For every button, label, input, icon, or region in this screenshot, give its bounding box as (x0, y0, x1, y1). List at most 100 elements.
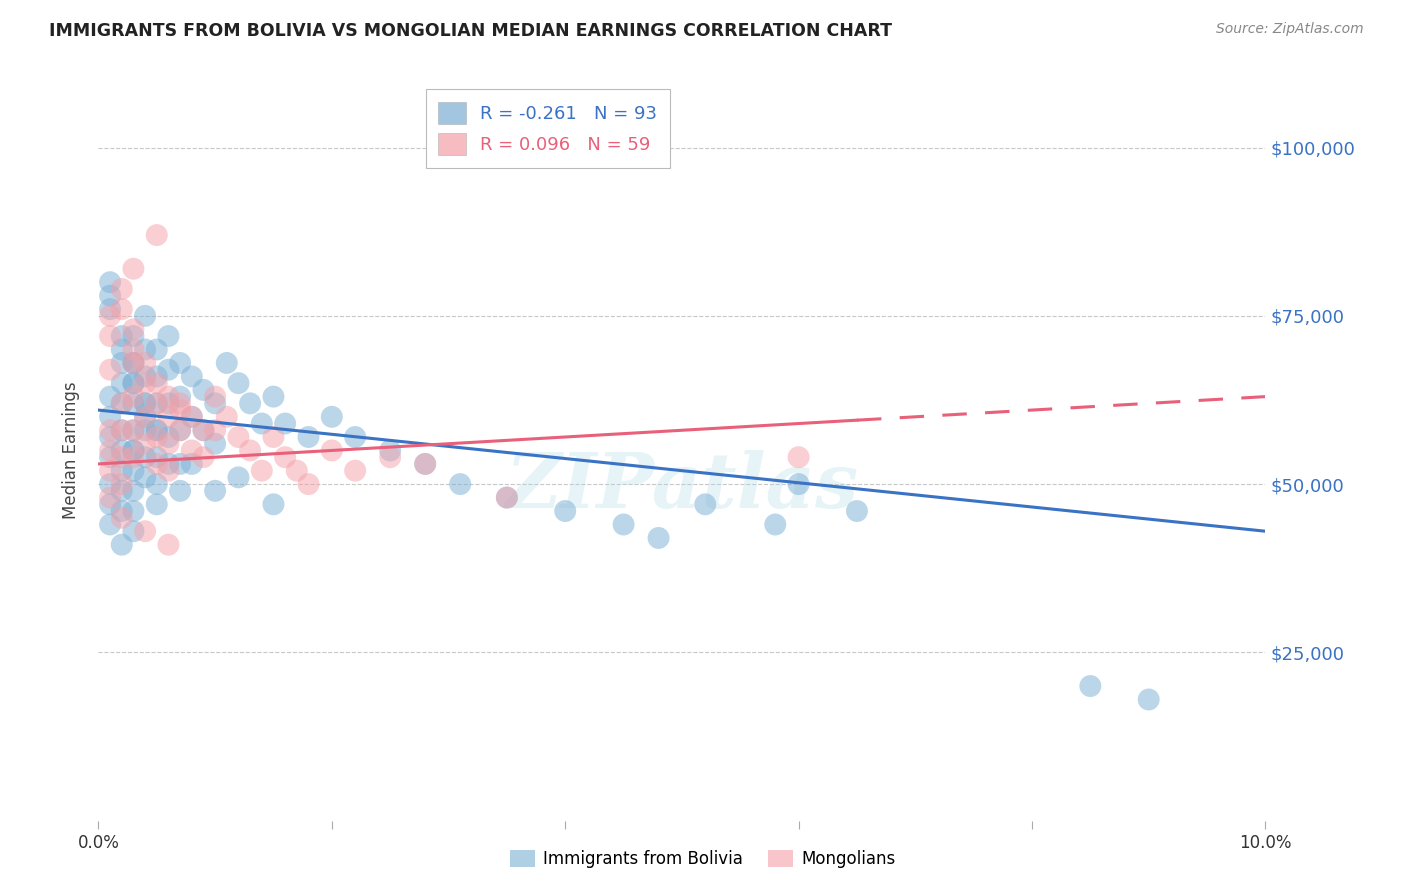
Immigrants from Bolivia (98, 275, 121, 289)
Immigrants from Bolivia (169, 457, 191, 471)
Mongolians (111, 477, 134, 491)
Immigrants from Bolivia (146, 396, 169, 410)
Immigrants from Bolivia (122, 443, 145, 458)
Immigrants from Bolivia (146, 369, 169, 384)
Mongolians (344, 464, 367, 478)
Immigrants from Bolivia (134, 396, 156, 410)
Immigrants from Bolivia (344, 430, 367, 444)
Mongolians (134, 356, 156, 370)
Mongolians (98, 464, 121, 478)
Immigrants from Bolivia (449, 477, 471, 491)
Mongolians (285, 464, 308, 478)
Text: Source: ZipAtlas.com: Source: ZipAtlas.com (1216, 22, 1364, 37)
Mongolians (215, 409, 238, 424)
Mongolians (193, 423, 215, 437)
Immigrants from Bolivia (122, 376, 145, 391)
Mongolians (134, 524, 156, 539)
Immigrants from Bolivia (122, 356, 145, 370)
Immigrants from Bolivia (122, 356, 145, 370)
Mongolians (262, 430, 284, 444)
Mongolians (111, 450, 134, 465)
Immigrants from Bolivia (98, 477, 121, 491)
Immigrants from Bolivia (146, 497, 169, 511)
Mongolians (180, 409, 202, 424)
Immigrants from Bolivia (98, 288, 121, 302)
Immigrants from Bolivia (169, 390, 191, 404)
Immigrants from Bolivia (1137, 692, 1160, 706)
Mongolians (157, 409, 180, 424)
Mongolians (297, 477, 319, 491)
Mongolians (787, 450, 810, 465)
Immigrants from Bolivia (111, 538, 134, 552)
Mongolians (111, 282, 134, 296)
Immigrants from Bolivia (204, 396, 226, 410)
Immigrants from Bolivia (146, 343, 169, 357)
Immigrants from Bolivia (1080, 679, 1102, 693)
Immigrants from Bolivia (111, 376, 134, 391)
Mongolians (98, 491, 121, 505)
Mongolians (122, 356, 145, 370)
Immigrants from Bolivia (180, 409, 202, 424)
Mongolians (274, 450, 297, 465)
Immigrants from Bolivia (134, 309, 156, 323)
Immigrants from Bolivia (134, 369, 156, 384)
Mongolians (157, 390, 180, 404)
Mongolians (146, 457, 169, 471)
Mongolians (157, 436, 180, 450)
Immigrants from Bolivia (122, 396, 145, 410)
Immigrants from Bolivia (321, 409, 343, 424)
Immigrants from Bolivia (846, 504, 869, 518)
Mongolians (111, 423, 134, 437)
Immigrants from Bolivia (134, 450, 156, 465)
Mongolians (413, 457, 436, 471)
Immigrants from Bolivia (180, 369, 202, 384)
Mongolians (134, 436, 156, 450)
Text: ZIPatlas: ZIPatlas (505, 450, 859, 524)
Mongolians (122, 261, 145, 276)
Mongolians (111, 302, 134, 317)
Immigrants from Bolivia (169, 483, 191, 498)
Immigrants from Bolivia (157, 329, 180, 343)
Immigrants from Bolivia (122, 504, 145, 518)
Immigrants from Bolivia (763, 517, 786, 532)
Mongolians (98, 309, 121, 323)
Mongolians (204, 390, 226, 404)
Immigrants from Bolivia (239, 396, 262, 410)
Mongolians (122, 423, 145, 437)
Immigrants from Bolivia (111, 343, 134, 357)
Immigrants from Bolivia (98, 450, 121, 465)
Mongolians (134, 409, 156, 424)
Immigrants from Bolivia (111, 483, 134, 498)
Immigrants from Bolivia (134, 409, 156, 424)
Immigrants from Bolivia (380, 443, 402, 458)
Mongolians (146, 396, 169, 410)
Mongolians (380, 450, 402, 465)
Mongolians (239, 443, 262, 458)
Immigrants from Bolivia (98, 390, 121, 404)
Immigrants from Bolivia (157, 396, 180, 410)
Mongolians (146, 228, 169, 243)
Immigrants from Bolivia (228, 376, 250, 391)
Mongolians (193, 450, 215, 465)
Immigrants from Bolivia (146, 477, 169, 491)
Immigrants from Bolivia (146, 423, 169, 437)
Mongolians (146, 376, 169, 391)
Mongolians (122, 322, 145, 336)
Immigrants from Bolivia (262, 390, 284, 404)
Mongolians (98, 443, 121, 458)
Legend: Immigrants from Bolivia, Mongolians: Immigrants from Bolivia, Mongolians (503, 843, 903, 875)
Mongolians (157, 464, 180, 478)
Mongolians (180, 443, 202, 458)
Immigrants from Bolivia (695, 497, 717, 511)
Mongolians (204, 423, 226, 437)
Mongolians (250, 464, 273, 478)
Mongolians (496, 491, 519, 505)
Immigrants from Bolivia (122, 524, 145, 539)
Immigrants from Bolivia (250, 417, 273, 431)
Immigrants from Bolivia (111, 443, 134, 458)
Mongolians (321, 443, 343, 458)
Immigrants from Bolivia (98, 497, 121, 511)
Mongolians (122, 450, 145, 465)
Immigrants from Bolivia (274, 417, 297, 431)
Y-axis label: Median Earnings: Median Earnings (62, 382, 80, 519)
